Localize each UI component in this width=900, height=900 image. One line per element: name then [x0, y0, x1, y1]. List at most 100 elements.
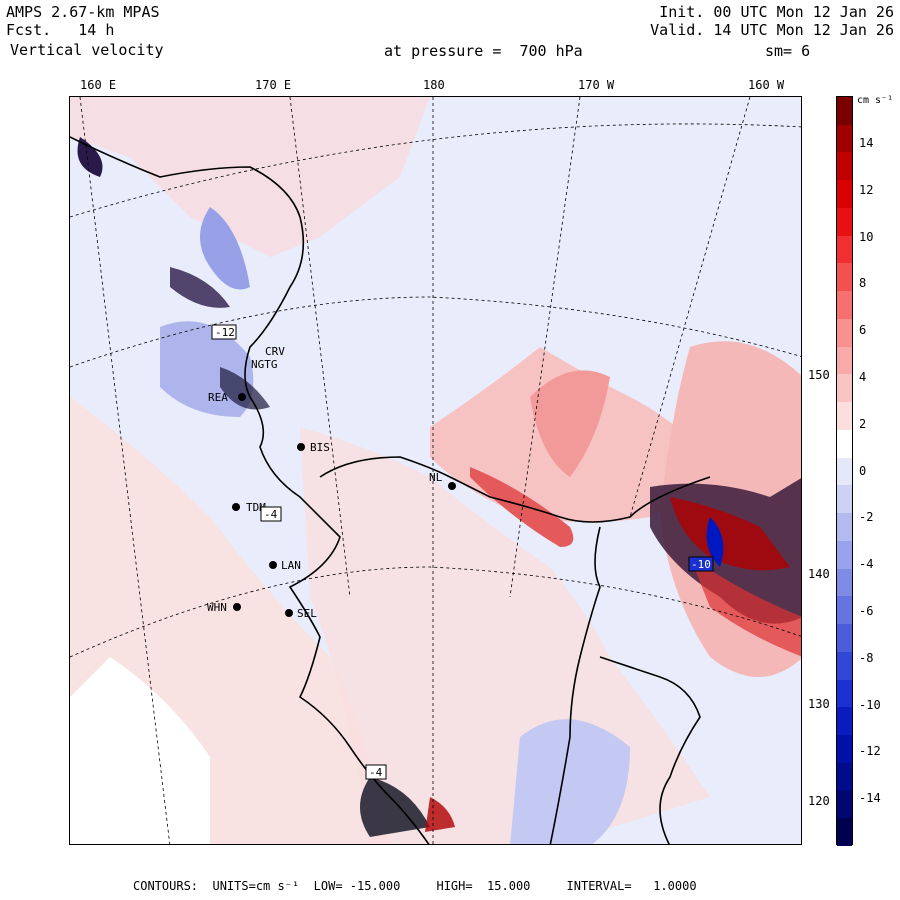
footer-interval: INTERVAL= 1.0000: [566, 879, 697, 893]
station-whn-dot: [233, 603, 241, 611]
lon-label-170w: 170 W: [578, 78, 615, 92]
colorbar-segment: [837, 624, 852, 653]
colorbar-tick-label: -4: [859, 557, 874, 572]
colorbar-segment: [837, 651, 852, 681]
colorbar-segment: [837, 318, 852, 348]
colorbar-segment: [837, 346, 852, 375]
station-sel-dot: [285, 609, 293, 617]
cell-west: [170, 267, 230, 308]
cell-west-2: [220, 367, 270, 410]
colorbar-tick-label: 4: [859, 370, 867, 384]
colorbar-tick-label: 12: [859, 182, 874, 197]
footer-low: LOW= -15.000: [313, 879, 401, 893]
valid-time: Valid. 14 UTC Mon 12 Jan 26: [650, 21, 894, 39]
footer-high: HIGH= 15.000: [436, 879, 531, 893]
colorbar-segment: [837, 485, 852, 514]
positive-region-nw: [70, 97, 430, 257]
white-region: [70, 657, 210, 844]
footer-units: UNITS=cm s⁻¹: [212, 879, 300, 893]
negative-region-nw: [200, 207, 250, 290]
colorbar-tick-label: -10: [859, 697, 881, 712]
station-lan-dot: [269, 561, 277, 569]
station-rea-dot: [238, 393, 246, 401]
colorbar-segment: [837, 457, 852, 486]
station-label: NL: [429, 471, 443, 484]
colorbar-segment: [837, 207, 852, 237]
station-label: WHN: [207, 601, 227, 614]
colorbar-tick-label: 6: [859, 323, 867, 338]
colorbar-tick-label: -12: [859, 744, 881, 759]
cell-far-nw: [77, 137, 103, 177]
map-svg: BIS LAN SEL WHN TDM REA CRV NGTG NL -12 …: [70, 97, 801, 844]
graticule: [70, 97, 801, 844]
smoothing: sm= 6: [765, 42, 811, 60]
colorbar-segment: [837, 735, 852, 764]
colorbar-tick-label: 2: [859, 416, 867, 431]
negative-region-south: [510, 719, 630, 844]
strong-upward-core: [670, 497, 790, 571]
colorbar-unit: cm s⁻¹: [857, 95, 894, 106]
strong-downward-core: [706, 517, 724, 567]
map-panel: BIS LAN SEL WHN TDM REA CRV NGTG NL -12 …: [69, 96, 802, 845]
colorbar-segment: [837, 790, 852, 819]
contour-box: [365, 764, 387, 780]
ridge-band: [470, 467, 574, 547]
colorbar-segment: [837, 568, 852, 597]
contour-box: [688, 556, 714, 572]
station-label: NGTG: [251, 358, 278, 371]
colorbar-segment: [837, 235, 852, 264]
model-title: AMPS 2.67-km MPAS: [6, 3, 160, 21]
colorbar-tick-label: 8: [859, 276, 867, 291]
colorbar-segment: [837, 513, 852, 542]
colorbar-segment: [837, 180, 852, 209]
footer-line: CONTOURS: UNITS=cm s⁻¹ LOW= -15.000 HIGH…: [133, 879, 697, 893]
contour-box-label: -10: [691, 558, 711, 571]
lon-label-160w: 160 W: [748, 78, 785, 92]
colorbar-tick-label: 14: [859, 136, 874, 150]
positive-core-east: [530, 370, 610, 477]
colorbar-segment: [837, 374, 852, 403]
station-label: LAN: [281, 559, 301, 572]
colorbar-segment: [837, 291, 852, 320]
station-labels: BIS LAN SEL WHN TDM REA CRV NGTG NL: [207, 345, 443, 620]
colorbar-tick-label: 0: [859, 463, 867, 478]
colorbar-segment: [837, 762, 852, 791]
station-dots: [232, 393, 456, 617]
colorbar-segment: [837, 402, 852, 431]
contour-box-label: -4: [264, 508, 278, 521]
colorbar-segment: [837, 818, 852, 847]
station-tdm-dot: [232, 503, 240, 511]
station-label: CRV: [265, 345, 285, 358]
pressure-level: at pressure = 700 hPa: [384, 42, 583, 60]
station-nl-dot: [448, 482, 456, 490]
contour-box: [260, 506, 282, 522]
init-time: Init. 00 UTC Mon 12 Jan 26: [659, 3, 894, 21]
contour-box: [211, 324, 237, 340]
station-label: SEL: [297, 607, 317, 620]
colorbar-tick-label: -2: [859, 510, 874, 525]
station-label: BIS: [310, 441, 330, 454]
colorbar-tick-label: -6: [859, 604, 874, 618]
colorbar-tick-label: -14: [859, 791, 881, 806]
colorbar-segment: [837, 152, 852, 181]
colorbar-tick-label: -8: [859, 650, 874, 665]
lon-label-170e: 170 E: [255, 78, 292, 92]
coastline: [70, 136, 711, 844]
colorbar-segment: [837, 263, 852, 292]
station-label: REA: [208, 391, 228, 404]
forecast-hour: Fcst. 14 h: [6, 21, 115, 39]
cell-south-red: [425, 797, 455, 832]
footer-contours: CONTOURS:: [133, 879, 199, 893]
contour-box-label: -4: [369, 766, 383, 779]
field-name: Vertical velocity: [10, 41, 164, 59]
station-bis-dot: [297, 443, 305, 451]
lon-label-160e: 160 E: [80, 78, 117, 92]
colorbar-segment: [837, 429, 852, 459]
colorbar-segment: [837, 707, 852, 736]
colorbar-segment: [837, 540, 852, 570]
contour-box-label: -12: [215, 326, 235, 339]
colorbar: [836, 96, 853, 847]
colorbar-tick-label: 10: [859, 229, 874, 244]
colorbar-segment: [837, 679, 852, 708]
upward-band-east: [690, 557, 801, 657]
